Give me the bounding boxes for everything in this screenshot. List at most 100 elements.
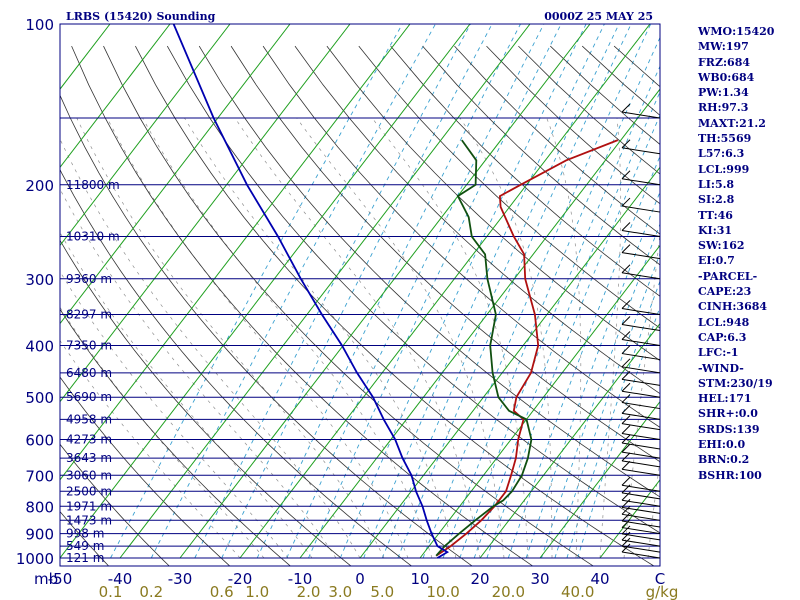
isotherm <box>60 24 291 325</box>
dry-adiabat <box>60 443 170 566</box>
isotherm <box>119 24 531 559</box>
temperature-tick-label: 20 <box>470 570 489 588</box>
wind-barb-flag <box>621 170 631 180</box>
wind-barb-flag <box>621 460 631 470</box>
height-label: 3643 m <box>66 451 112 465</box>
sounding-index: LCL:948 <box>698 315 750 329</box>
sounding-index: -PARCEL- <box>698 269 758 283</box>
isotherm <box>60 24 471 559</box>
dry-adiabat <box>166 45 660 534</box>
wind-barb <box>621 390 661 398</box>
pressure-tick-label: 500 <box>25 389 54 407</box>
wind-barb <box>621 230 661 237</box>
wind-barb <box>621 272 661 280</box>
wind-barb <box>621 451 661 459</box>
sounding-index: SRDS:139 <box>698 422 760 436</box>
pressure-tick-label: 700 <box>25 467 54 485</box>
wind-barb <box>621 412 661 420</box>
height-label: 11800 m <box>66 178 120 192</box>
sounding-index: MW:197 <box>698 40 749 54</box>
dewpoint-line <box>435 139 533 557</box>
wind-barb-flag <box>621 525 631 535</box>
mixing-ratio-label: 0.6 <box>210 583 234 600</box>
sounding-index: TT:46 <box>698 208 733 222</box>
wind-barb-flag <box>621 103 631 113</box>
mixing-ratio-label: 40.0 <box>561 583 594 600</box>
isotherm <box>60 24 231 247</box>
wind-barb <box>621 527 661 535</box>
dry-adiabat <box>326 45 660 362</box>
pressure-tick-label: 200 <box>25 177 54 195</box>
sounding-index: MAXT:21.2 <box>698 116 766 130</box>
sounding-index: BSHR:100 <box>698 468 762 482</box>
sounding-index: -WIND- <box>698 361 744 375</box>
mixing-ratio-label: 10.0 <box>426 583 459 600</box>
temperature-tick-label: -50 <box>48 570 73 588</box>
wind-barb-flag <box>621 476 631 486</box>
wind-barb-flag <box>621 331 631 340</box>
wind-barb-flag <box>621 382 631 392</box>
sounding-indices-panel: WMO:15420 MW:197 FRZ:684 WB0:684 PW:1.34 RH:9… <box>698 24 798 483</box>
wind-barb <box>621 339 661 346</box>
dry-adiabat <box>135 45 655 566</box>
wind-barb <box>621 499 661 507</box>
wind-barb-flag <box>621 371 631 380</box>
wind-barb <box>621 423 661 431</box>
chart-title: LRBS (15420) Sounding <box>66 10 216 23</box>
wind-barb-flag <box>621 244 631 253</box>
isotherm <box>60 24 411 481</box>
moist-adiabat <box>60 138 361 559</box>
height-label: 2500 m <box>66 484 112 498</box>
wind-barb-flag <box>621 415 631 425</box>
wind-barb <box>621 178 661 186</box>
pressure-tick-label: 300 <box>25 271 54 289</box>
sounding-index: WMO:15420 <box>698 25 775 38</box>
pressure-tick-label: 1000 <box>16 550 54 568</box>
wind-barb <box>621 492 661 500</box>
temperature-tick-label: -20 <box>228 570 253 588</box>
wind-barb <box>621 533 661 541</box>
sounding-index: BRN:0.2 <box>698 453 750 467</box>
wind-barb <box>621 324 661 332</box>
mixing-ratio-label: 1.0 <box>245 583 269 600</box>
wind-barb <box>621 468 661 476</box>
dry-adiabat <box>294 45 660 395</box>
temperature-tick-label: -10 <box>288 570 313 588</box>
sounding-index: EHI:0.0 <box>698 438 746 452</box>
mixing-ratio-label: 2.0 <box>297 583 321 600</box>
chart-datetime: 0000Z 25 MAY 25 <box>544 10 653 23</box>
wind-barb <box>621 484 661 492</box>
isotherm <box>179 24 591 559</box>
height-label: 1473 m <box>66 513 112 527</box>
sounding-index: TH:5569 <box>698 132 752 146</box>
moist-adiabat <box>371 117 529 559</box>
moist-adiabat <box>599 117 622 559</box>
dry-adiabat <box>60 94 473 566</box>
wind-barb-flag <box>621 394 631 403</box>
sounding-index: RH:97.3 <box>698 101 749 115</box>
moist-adiabat <box>76 117 385 559</box>
wind-barb-flag <box>621 316 631 325</box>
sounding-index: LI:5.8 <box>698 177 735 191</box>
wind-barb <box>621 513 661 521</box>
sounding-index: STM:230/19 <box>698 376 773 390</box>
wind-barbs <box>621 103 661 559</box>
dry-adiabat <box>358 45 660 329</box>
mixing-ratio-label: 5.0 <box>370 583 394 600</box>
dry-adiabat <box>60 168 413 566</box>
wind-barb-flag <box>621 264 631 274</box>
temperature-line <box>435 139 619 557</box>
moist-adiabat <box>546 117 582 558</box>
wind-barb-flag <box>621 300 631 309</box>
dry-adiabat <box>230 45 660 463</box>
height-label: 6480 m <box>66 366 112 380</box>
height-label: 121 m <box>66 551 104 565</box>
height-label: 1971 m <box>66 499 112 513</box>
moist-adiabat <box>184 117 457 559</box>
temperature-tick-label: -30 <box>168 570 193 588</box>
wind-barb-flag <box>621 531 631 541</box>
sounding-index: SI:2.8 <box>698 193 735 207</box>
dry-adiabat <box>60 510 110 566</box>
